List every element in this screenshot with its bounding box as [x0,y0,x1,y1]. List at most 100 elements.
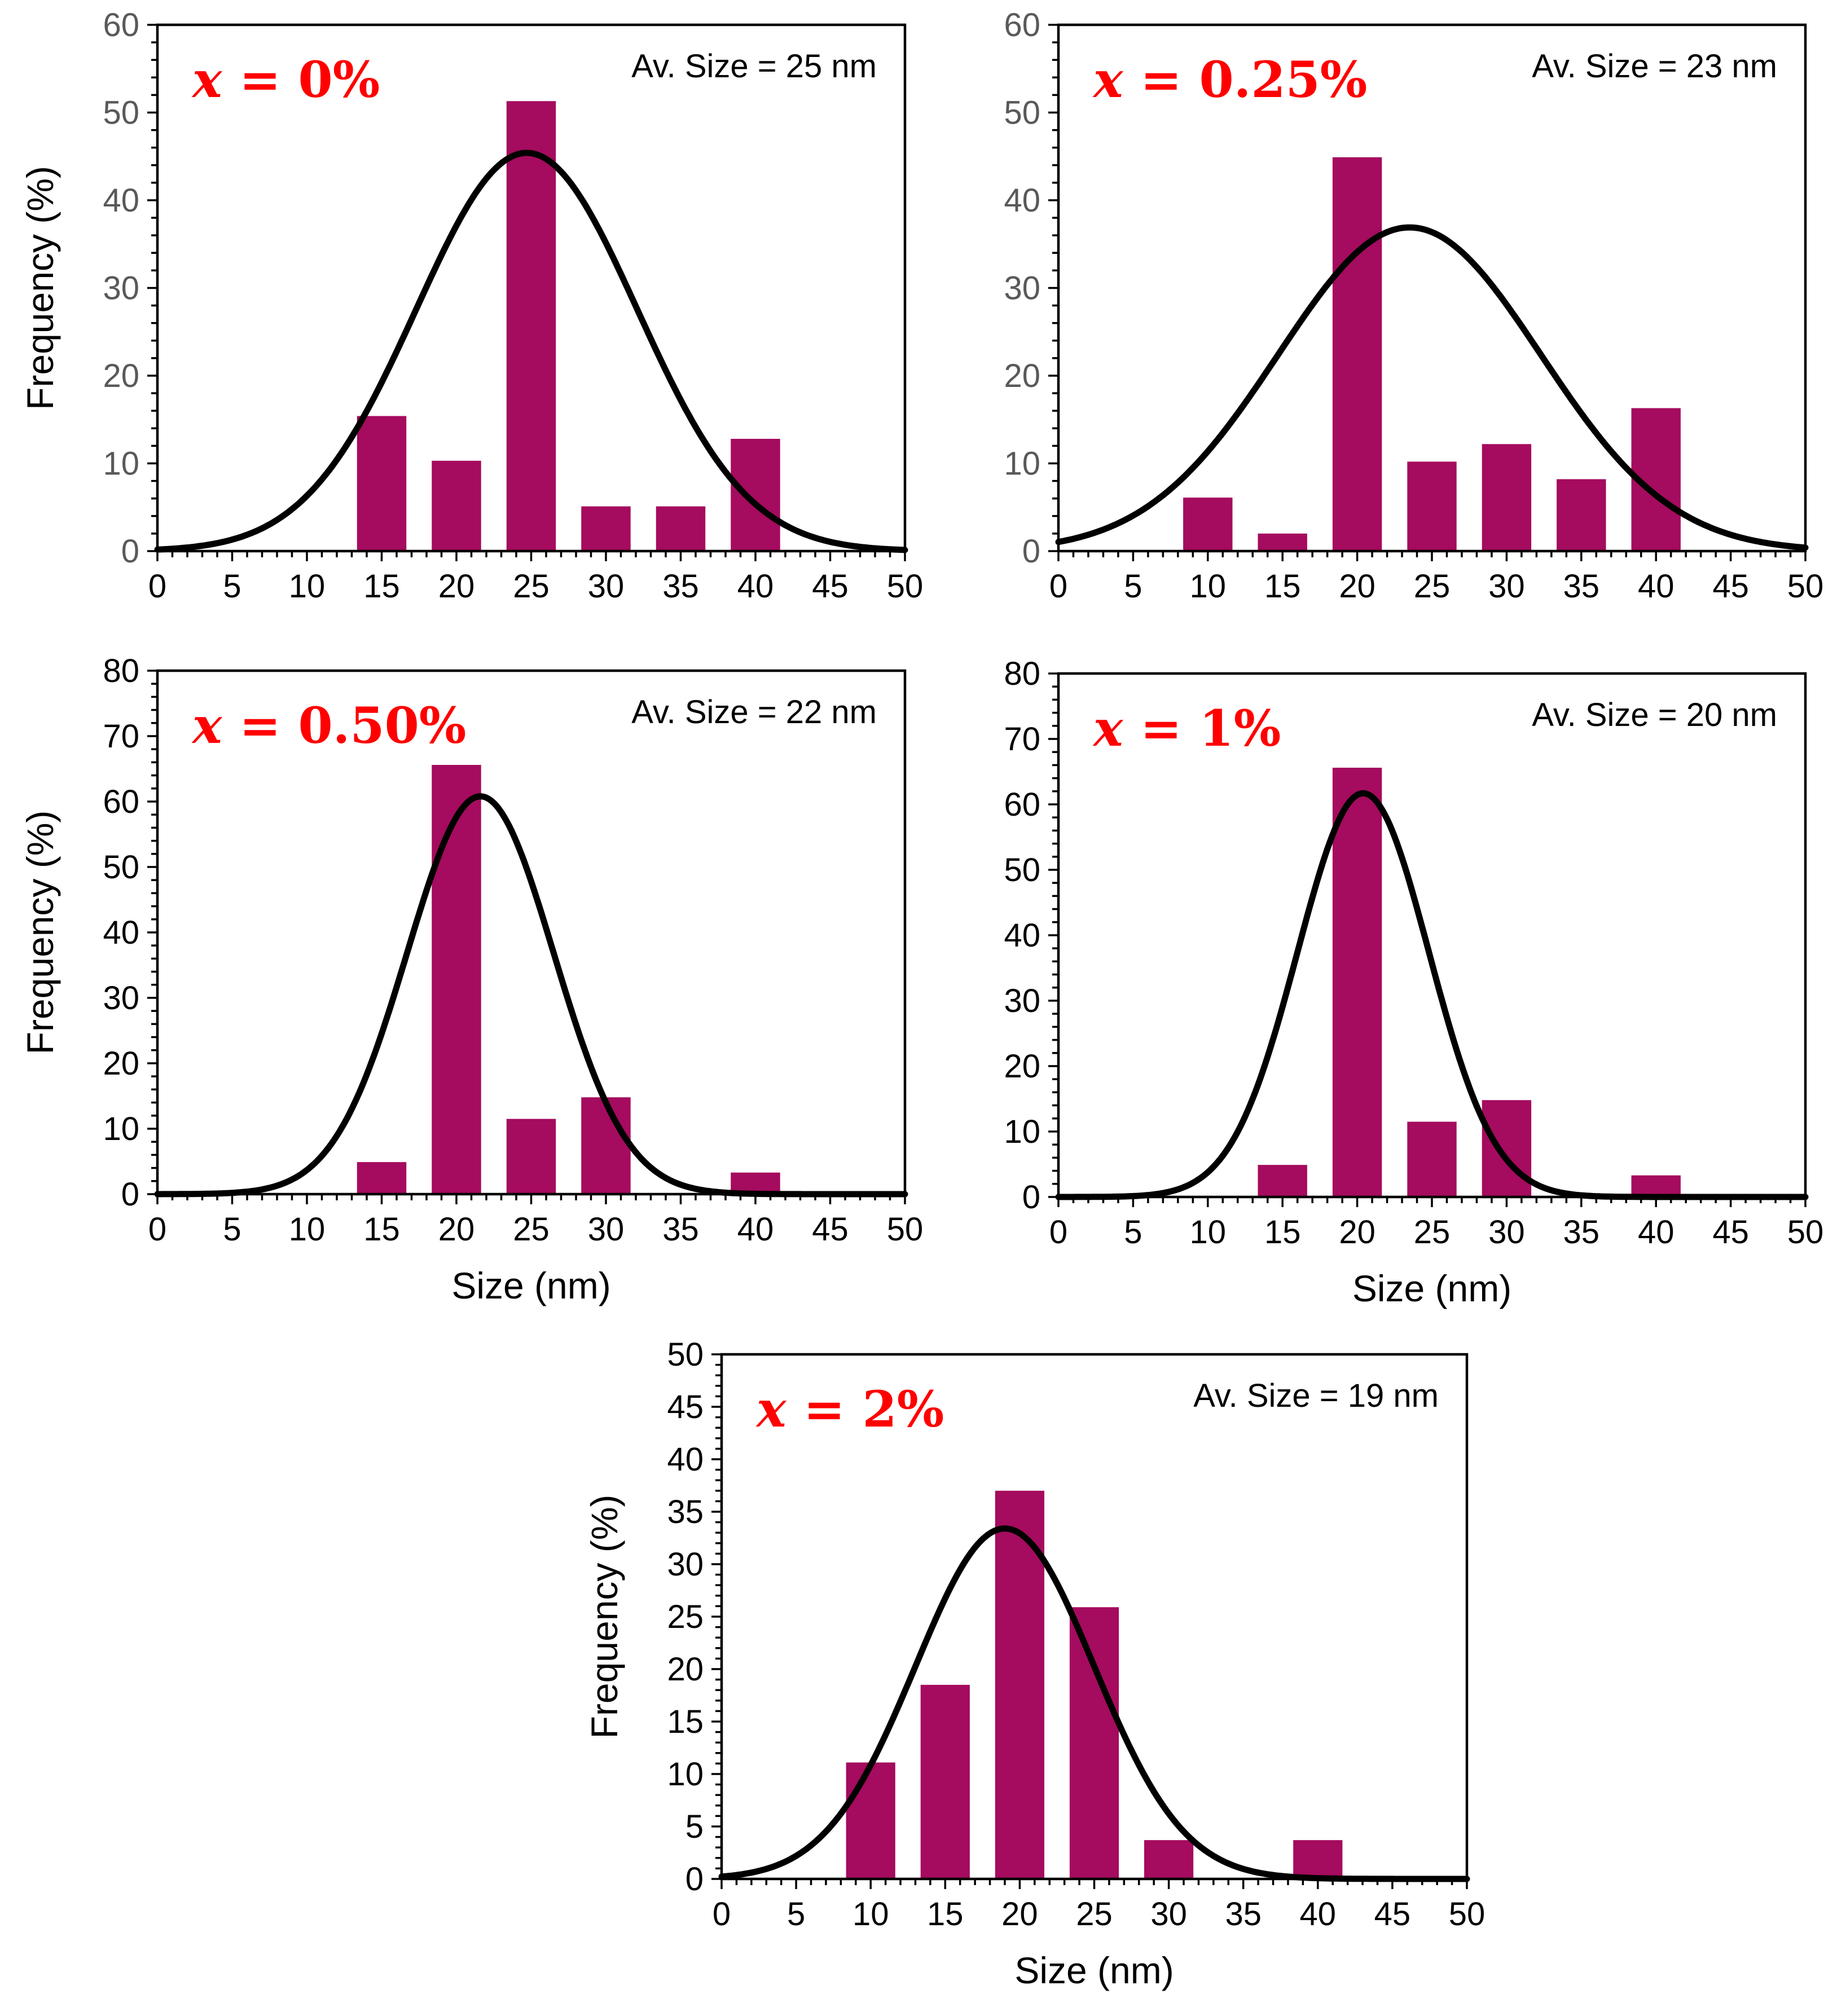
panel-label: x = 0% [191,50,380,109]
x-tick-label: 35 [662,1211,699,1248]
x-tick-label: 5 [787,1896,805,1933]
x-tick-label: 20 [1001,1896,1038,1933]
y-tick-label: 35 [667,1494,704,1530]
y-tick-label: 10 [103,1111,139,1147]
y-tick-label: 30 [103,270,139,307]
x-axis-title: Size (nm) [1352,1267,1511,1309]
bar [1293,1840,1343,1879]
x-tick-label: 45 [812,1211,849,1248]
chart-panel-4: 0 5 10 15 20 25 30 35 40 45 50 0 10 20 30 40 50 60 70 80 Siz… [1004,655,1823,1309]
bar [1631,1175,1681,1197]
panel-label-variable: x [1092,699,1124,758]
panel-label-value: = 0% [222,50,380,109]
y-tick-label: 20 [103,1045,139,1082]
y-tick-label: 30 [103,980,139,1016]
bar [1258,1165,1307,1197]
x-tick-label: 50 [1449,1896,1486,1933]
panel-label-variable: x [1092,50,1124,109]
x-tick-label: 10 [1190,1214,1227,1251]
x-tick-label: 0 [1049,568,1067,605]
panel-label-variable: x [191,696,223,755]
y-tick-label: 10 [1004,1113,1040,1150]
x-tick-label: 50 [887,1211,924,1248]
y-tick-label: 30 [1004,270,1040,307]
bar [995,1490,1044,1879]
panel-label-variable: x [755,1380,787,1438]
bar [1482,1100,1532,1197]
x-tick-label: 5 [223,1211,241,1248]
y-tick-label: 20 [1004,1048,1040,1085]
bar [506,101,556,551]
bar [1144,1840,1194,1879]
x-tick-label: 20 [438,568,475,605]
x-tick-label: 5 [1124,568,1142,605]
x-tick-label: 10 [852,1896,889,1933]
bar [1258,533,1307,551]
y-axis-title: Frequency (%) [19,811,61,1055]
y-tick-label: 20 [103,358,139,394]
y-tick-label: 60 [1004,7,1040,43]
y-tick-label: 40 [103,914,139,951]
x-tick-label: 35 [1563,568,1600,605]
bar [1332,157,1382,551]
panel-label: x = 0.50% [191,696,466,755]
y-tick-label: 0 [1022,533,1040,570]
x-tick-label: 0 [148,1211,166,1248]
y-tick-label: 0 [1022,1179,1040,1216]
average-size-annotation: Av. Size = 23 nm [1532,48,1777,85]
y-tick-label: 0 [685,1861,704,1898]
gaussian-fit-curve [154,149,908,553]
bar [1069,1607,1119,1879]
y-tick-label: 50 [103,849,139,886]
bar [581,1097,631,1194]
y-tick-label: 40 [103,182,139,219]
y-tick-label: 60 [103,783,139,820]
chart-panel-1: 0 5 10 15 20 25 30 35 40 45 50 0 10 20 30 40 50 60 Frequen… [19,7,923,605]
x-tick-label: 15 [363,1211,400,1248]
panel-label-value: = 1% [1123,699,1281,758]
x-tick-label: 25 [513,568,550,605]
x-tick-label: 0 [148,568,166,605]
y-tick-label: 15 [667,1704,704,1740]
x-tick-label: 20 [1339,568,1375,605]
bar [1407,1121,1457,1197]
bar [920,1684,970,1879]
x-axis-title: Size (nm) [1014,1949,1174,1991]
y-tick-label: 40 [667,1441,704,1478]
x-tick-label: 30 [588,1211,625,1248]
bar [1183,498,1233,551]
x-tick-label: 15 [1264,568,1301,605]
y-tick-label: 25 [667,1599,704,1635]
x-tick-label: 40 [737,568,774,605]
bar [1482,444,1532,551]
y-tick-label: 30 [667,1546,704,1583]
x-tick-label: 25 [1414,1214,1451,1251]
y-tick-label: 20 [667,1651,704,1688]
x-tick-label: 40 [1638,1214,1675,1251]
x-tick-label: 10 [289,568,326,605]
x-tick-label: 10 [1190,568,1227,605]
bar [357,1162,407,1194]
y-tick-label: 80 [1004,655,1040,692]
y-tick-label: 0 [121,533,139,570]
x-tick-label: 40 [737,1211,774,1248]
x-axis-title: Size (nm) [451,1265,610,1306]
y-tick-label: 50 [667,1336,704,1373]
bar [1407,461,1457,551]
y-tick-label: 40 [1004,182,1040,219]
x-tick-label: 0 [1049,1214,1067,1251]
y-tick-label: 60 [103,7,139,43]
y-tick-label: 5 [685,1808,704,1845]
x-tick-label: 45 [1712,568,1749,605]
y-tick-label: 10 [667,1756,704,1793]
x-tick-label: 25 [1076,1896,1113,1933]
bar [357,416,407,551]
x-tick-label: 30 [588,568,625,605]
panel-label: x = 1% [1092,699,1281,758]
y-tick-label: 0 [121,1176,139,1213]
x-tick-label: 30 [1488,1214,1525,1251]
x-tick-label: 35 [1563,1214,1600,1251]
x-tick-label: 40 [1300,1896,1337,1933]
gaussian-fit-curve [1055,224,1809,551]
